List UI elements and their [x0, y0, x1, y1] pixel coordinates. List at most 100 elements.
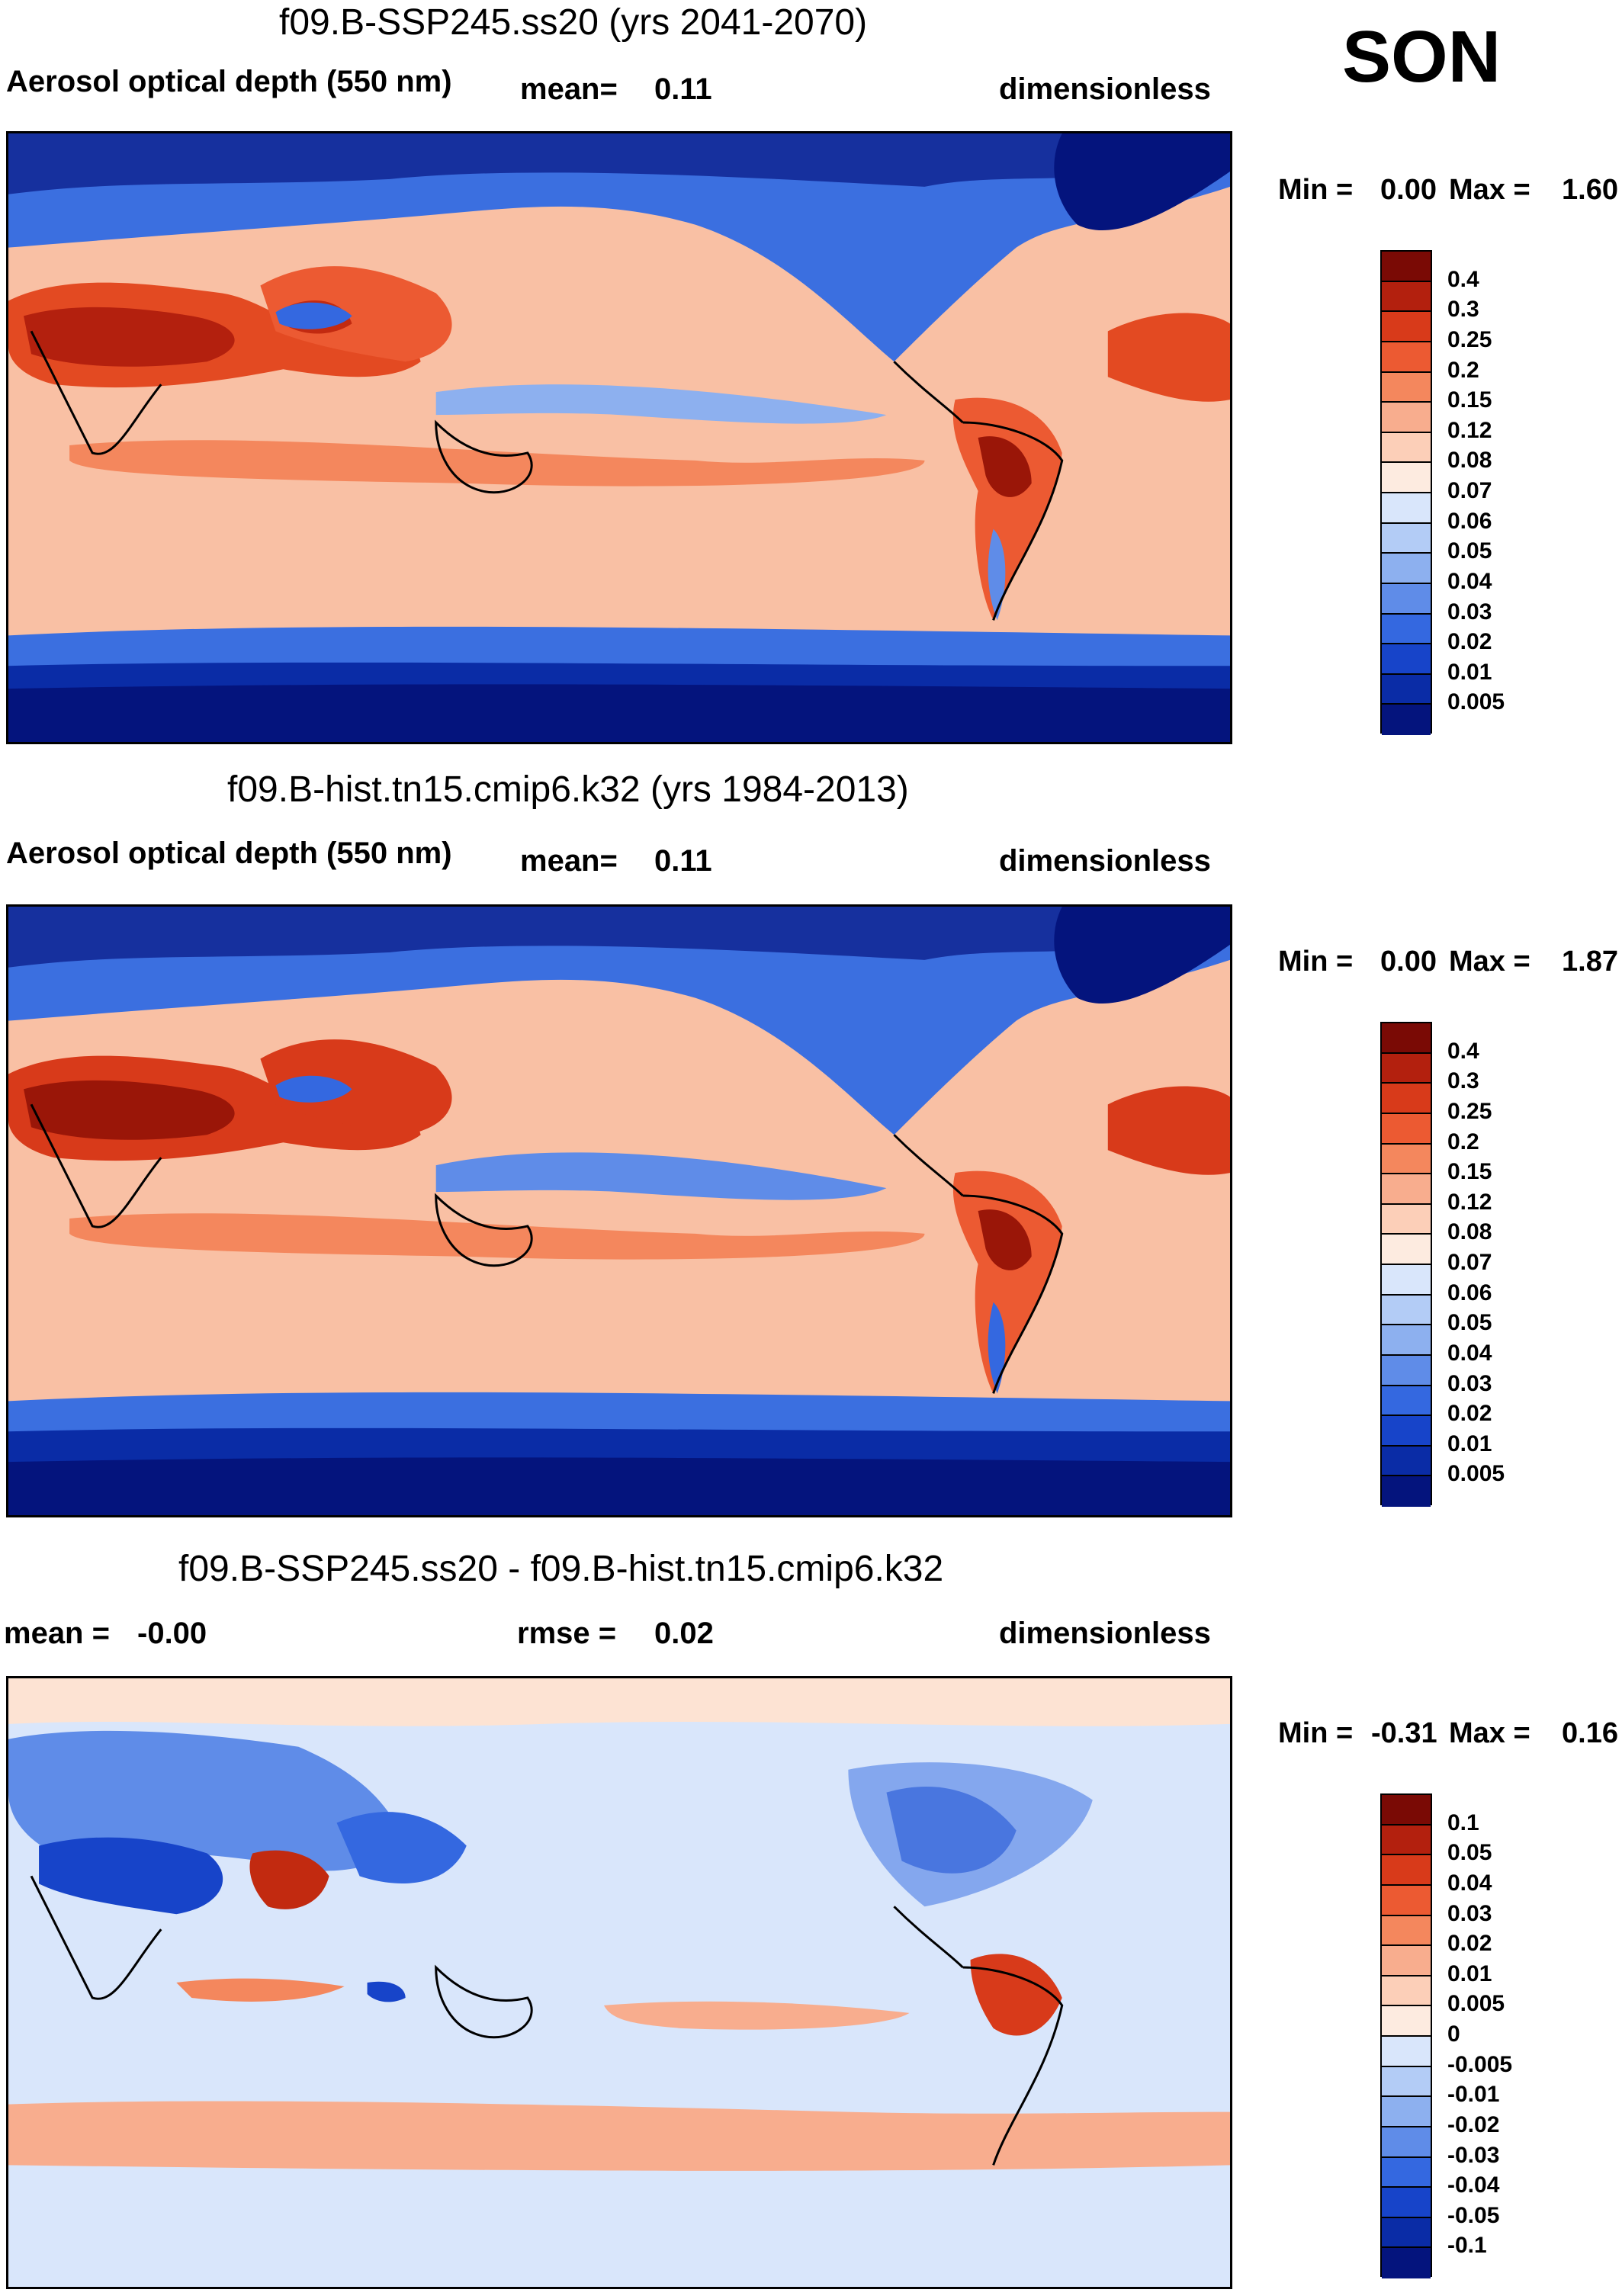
- colorbar-tick-label: -0.03: [1447, 2142, 1500, 2168]
- colorbar-swatch: [1382, 1386, 1431, 1417]
- panel-1-min-value: 0.00: [1380, 174, 1437, 206]
- colorbar-tick-label: 0.25: [1447, 1098, 1492, 1124]
- colorbar-swatch: [1382, 2188, 1431, 2218]
- panel-3-mean-label: mean =: [4, 1617, 110, 1650]
- panel-1-max-value: 1.60: [1562, 174, 1618, 206]
- panel-2-mean-value: 0.11: [654, 844, 712, 878]
- colorbar-swatch: [1382, 644, 1431, 675]
- colorbar-tick-label: 0.1: [1447, 1810, 1479, 1835]
- colorbar-swatch: [1382, 1915, 1431, 1947]
- panel-3-max-label: Max =: [1449, 1717, 1530, 1749]
- colorbar-tick-label: 0.06: [1447, 508, 1492, 534]
- colorbar-tick-label: 0.3: [1447, 297, 1479, 323]
- panel-2-min-value: 0.00: [1380, 946, 1437, 978]
- colorbar-tick-label: 0.06: [1447, 1280, 1492, 1305]
- panel-3-min-value: -0.31: [1371, 1717, 1437, 1749]
- colorbar-swatch: [1382, 1976, 1431, 2007]
- colorbar-swatch: [1382, 2248, 1431, 2278]
- colorbar-tick-label: 0.12: [1447, 417, 1492, 443]
- panel-3-map: [6, 1676, 1232, 2289]
- colorbar-swatch: [1382, 2006, 1431, 2037]
- panel-2-title: f09.B-hist.tn15.cmip6.k32 (yrs 1984-2013…: [227, 769, 909, 810]
- panel-2-min-label: Min =: [1278, 946, 1354, 978]
- colorbar-tick-label: -0.01: [1447, 2082, 1500, 2108]
- colorbar-swatch: [1382, 554, 1431, 584]
- panel-1-max-label: Max =: [1449, 174, 1530, 206]
- colorbar-tick-label: 0.005: [1447, 1991, 1505, 2017]
- colorbar-swatch: [1382, 2217, 1431, 2249]
- colorbar-tick-label: 0.2: [1447, 1129, 1479, 1154]
- colorbar-tick-label: 0.4: [1447, 1038, 1479, 1064]
- colorbar-swatch: [1382, 1113, 1431, 1145]
- panel-1-variable-label: Aerosol optical depth (550 nm): [6, 65, 452, 98]
- colorbar-tick-label: 0.07: [1447, 1250, 1492, 1275]
- panel-1-mean-value: 0.11: [654, 72, 712, 106]
- colorbar-swatch: [1382, 463, 1431, 493]
- colorbar-swatch: [1382, 614, 1431, 645]
- panel-3-min-label: Min =: [1278, 1717, 1354, 1749]
- colorbar-tick-label: 0.03: [1447, 599, 1492, 625]
- colorbar-tick-label: 0.25: [1447, 326, 1492, 352]
- panel-3-rmse-label: rmse =: [517, 1617, 617, 1650]
- panel-3-rmse-value: 0.02: [654, 1617, 714, 1650]
- colorbar-tick-label: 0.07: [1447, 478, 1492, 503]
- panel-1-mean-label: mean=: [520, 72, 618, 106]
- colorbar-swatch: [1382, 1295, 1431, 1326]
- colorbar-tick-label: 0.03: [1447, 1370, 1492, 1396]
- colorbar-tick-label: 0.15: [1447, 1159, 1492, 1185]
- colorbar-swatch: [1382, 1946, 1431, 1976]
- colorbar-swatch: [1382, 2097, 1431, 2127]
- colorbar-tick-label: 0.2: [1447, 357, 1479, 383]
- colorbar-swatch: [1382, 493, 1431, 524]
- colorbar-swatch: [1382, 523, 1431, 554]
- panel-3-units: dimensionless: [999, 1617, 1211, 1650]
- colorbar-tick-label: 0.02: [1447, 1931, 1492, 1957]
- panel-3-colorbar: [1380, 1793, 1432, 2278]
- colorbar-swatch: [1382, 1265, 1431, 1296]
- colorbar-tick-label: 0.4: [1447, 266, 1479, 292]
- panel-1-map: [6, 131, 1232, 744]
- panel-1-title: f09.B-SSP245.ss20 (yrs 2041-2070): [279, 2, 868, 43]
- colorbar-swatch: [1382, 705, 1431, 735]
- colorbar-tick-label: 0.3: [1447, 1068, 1479, 1094]
- colorbar-swatch: [1382, 674, 1431, 705]
- colorbar-swatch: [1382, 1174, 1431, 1205]
- colorbar-swatch: [1382, 1885, 1431, 1916]
- colorbar-tick-label: -0.04: [1447, 2172, 1500, 2198]
- panel-2-units: dimensionless: [999, 844, 1211, 878]
- colorbar-swatch: [1382, 1855, 1431, 1886]
- colorbar-tick-label: 0.08: [1447, 1219, 1492, 1245]
- panel-2-max-label: Max =: [1449, 946, 1530, 978]
- colorbar-tick-label: 0.01: [1447, 1960, 1492, 1986]
- colorbar-swatch: [1382, 432, 1431, 464]
- colorbar-tick-label: 0.12: [1447, 1189, 1492, 1215]
- colorbar-tick-label: -0.1: [1447, 2233, 1487, 2259]
- colorbar-swatch: [1382, 2127, 1431, 2158]
- colorbar-swatch: [1382, 2037, 1431, 2067]
- panel-3-map-field: [8, 1678, 1230, 2287]
- panel-2-map-field: [8, 907, 1230, 1515]
- panel-1-map-field: [8, 133, 1230, 742]
- panel-1-colorbar: [1380, 250, 1432, 735]
- colorbar-tick-label: 0.01: [1447, 659, 1492, 685]
- panel-2-variable-label: Aerosol optical depth (550 nm): [6, 837, 452, 870]
- colorbar-swatch: [1382, 403, 1431, 433]
- colorbar-tick-label: 0.03: [1447, 1900, 1492, 1926]
- colorbar-tick-label: -0.05: [1447, 2202, 1500, 2228]
- colorbar-swatch: [1382, 583, 1431, 615]
- colorbar-tick-label: 0.02: [1447, 1401, 1492, 1427]
- panel-3-title: f09.B-SSP245.ss20 - f09.B-hist.tn15.cmip…: [178, 1549, 944, 1589]
- colorbar-swatch: [1382, 312, 1431, 342]
- colorbar-tick-label: -0.005: [1447, 2051, 1513, 2077]
- panel-2-mean-label: mean=: [520, 844, 618, 878]
- colorbar-swatch: [1382, 1795, 1431, 1826]
- colorbar-tick-label: 0.08: [1447, 448, 1492, 474]
- colorbar-tick-label: 0: [1447, 2021, 1460, 2047]
- colorbar-swatch: [1382, 1476, 1431, 1507]
- colorbar-tick-label: 0.05: [1447, 538, 1492, 564]
- colorbar-swatch: [1382, 1023, 1431, 1054]
- panel-1-units: dimensionless: [999, 72, 1211, 106]
- colorbar-swatch: [1382, 1084, 1431, 1114]
- colorbar-swatch: [1382, 372, 1431, 403]
- colorbar-tick-label: 0.05: [1447, 1840, 1492, 1866]
